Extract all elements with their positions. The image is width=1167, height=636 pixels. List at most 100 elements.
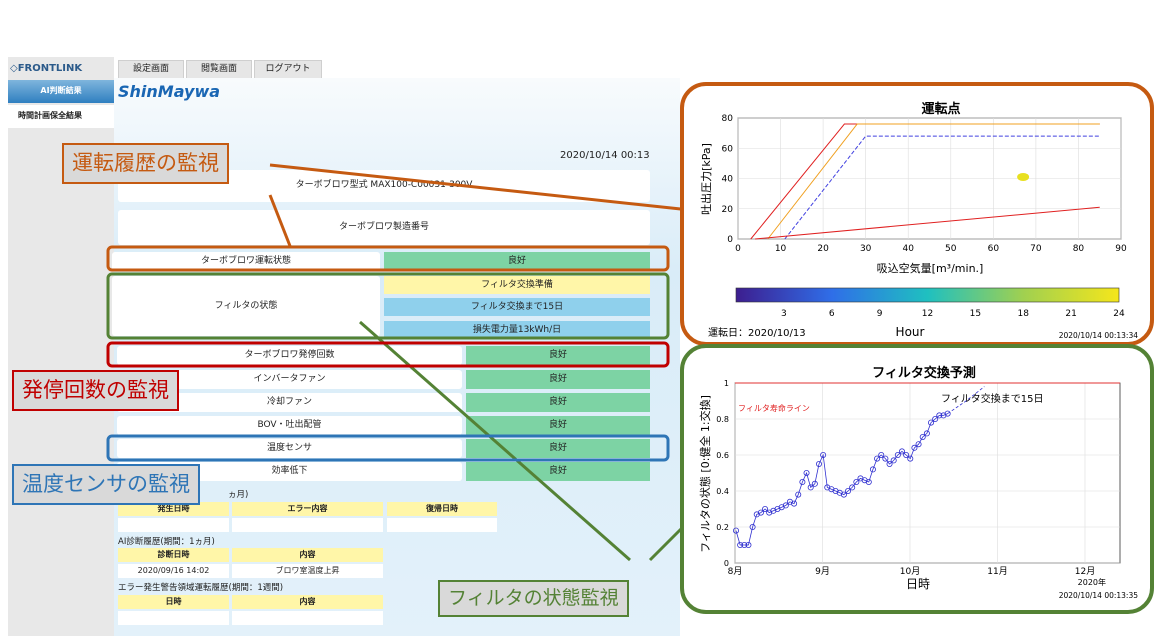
data-point <box>928 419 935 426</box>
x-tick-label: 90 <box>1115 244 1127 254</box>
brand-logo: ShinMaywa <box>118 82 221 101</box>
data-point <box>845 487 852 494</box>
data-point <box>903 452 910 459</box>
data-point <box>795 491 802 498</box>
series-line <box>784 135 1100 240</box>
frontlink-logo: ◇FRONTLINK <box>10 63 110 77</box>
axis-ticks: 8月 9月 10月 11月 12月 0 0.2 0.4 0.6 0.8 1 <box>716 379 1095 577</box>
data-point <box>878 452 885 459</box>
filter-forecast-chart: フィルタ交換予測 8月 9月 10月 11月 12月 0 0.2 0.4 0.6 0.8 1 フィル… <box>698 365 1138 600</box>
tab-view[interactable]: 閲覧画面 <box>186 60 252 78</box>
data-point <box>865 478 872 485</box>
series-line <box>754 206 1100 240</box>
status-badge: 良好 <box>466 462 650 481</box>
data-point <box>782 502 789 509</box>
data-point <box>932 416 939 423</box>
data-point <box>874 455 881 462</box>
data-point <box>915 441 922 448</box>
x-tick-label: 50 <box>945 244 957 254</box>
data-point <box>762 505 769 512</box>
data-point <box>791 500 798 507</box>
y-axis-label: 吐出圧力[kPa] <box>699 143 713 215</box>
data-point <box>815 461 822 468</box>
status-badge: 良好 <box>466 416 650 435</box>
row-label: インバータファン <box>117 370 462 389</box>
data-point <box>911 444 918 451</box>
data-point <box>803 470 810 477</box>
y-tick-label: 60 <box>722 144 734 154</box>
table-cell <box>387 518 497 532</box>
data-point <box>923 430 930 437</box>
timestamp: 2020/10/14 00:13 <box>560 150 650 161</box>
table-cell: 2020/09/16 14:02 <box>118 564 229 578</box>
life-line-label: フィルタ寿命ライン <box>738 403 810 413</box>
chart-timestamp: 2020/10/14 00:13:34 <box>1059 331 1139 340</box>
x-tick-label: 60 <box>988 244 1000 254</box>
x-tick-label: 8月 <box>728 566 743 577</box>
tab-settings[interactable]: 設定画面 <box>118 60 184 78</box>
row-label: 効率低下 <box>117 462 462 481</box>
filter-status-loss: 損失電力量13kWh/日 <box>384 321 650 339</box>
x-tick-label: 10月 <box>900 566 920 577</box>
row-label: ターボブロワ発停回数 <box>117 346 462 365</box>
data-point <box>907 455 914 462</box>
data-point <box>919 434 926 441</box>
filter-status-days: フィルタ交換まで15日 <box>384 298 650 316</box>
y-axis-label: フィルタの状態 [0:健全 1:交換] <box>698 395 712 553</box>
status-badge: 良好 <box>466 439 650 458</box>
logo-icon: ◇ <box>10 63 18 74</box>
data-point <box>886 461 893 468</box>
y-tick-label: 20 <box>722 205 734 215</box>
table-cell <box>232 518 383 532</box>
series-line <box>735 413 948 546</box>
operating-point <box>1017 172 1030 181</box>
series-line <box>767 123 1100 240</box>
col-header: 復帰日時 <box>387 502 497 516</box>
x-tick-label: 40 <box>902 244 914 254</box>
sidebar-item-ai-result[interactable]: AI判断結果 <box>8 80 114 103</box>
y-tick-label: 0.6 <box>716 451 729 460</box>
col-header: エラー内容 <box>232 502 383 516</box>
y-tick-label: 0.8 <box>716 415 729 424</box>
data-point <box>820 452 827 459</box>
x-tick-label: 70 <box>1030 244 1042 254</box>
col-header: 発生日時 <box>118 502 229 516</box>
colorbar-tick: 18 <box>1018 309 1030 319</box>
callout-filter-status: フィルタの状態監視 <box>438 580 629 617</box>
forecast-line <box>947 386 985 414</box>
colorbar-tick: 3 <box>781 309 787 319</box>
status-badge: 良好 <box>466 346 650 365</box>
data-point <box>749 523 756 530</box>
table-cell <box>118 611 229 625</box>
data-point <box>898 448 905 455</box>
col-header: 内容 <box>232 595 383 609</box>
data-point <box>853 478 860 485</box>
row-label: ターボブロワ運転状態 <box>112 252 380 271</box>
axis-ticks: 0 10 20 30 40 50 60 70 80 90 0 20 40 60 80 <box>722 114 1127 254</box>
callout-start-stop: 発停回数の監視 <box>12 370 179 411</box>
col-header: 内容 <box>232 548 383 562</box>
col-header: 日時 <box>118 595 229 609</box>
sidebar-item-maintenance[interactable]: 時間計画保全結果 <box>8 105 114 128</box>
x-tick-label: 80 <box>1073 244 1085 254</box>
year-label: 2020年 <box>1078 577 1106 587</box>
data-point <box>944 410 951 417</box>
tab-logout[interactable]: ログアウト <box>254 60 322 78</box>
x-tick-label: 11月 <box>987 566 1007 577</box>
filter-status-prepare: フィルタ交換準備 <box>384 276 650 294</box>
colorbar <box>735 287 1120 303</box>
plot-area <box>734 382 1121 564</box>
row-label: BOV・吐出配管 <box>117 416 462 435</box>
x-axis-label: 吸込空気量[m³/min.] <box>877 261 984 275</box>
warn-history-title: エラー発生警告領域運転履歴(期間：1週間) <box>118 583 284 593</box>
operating-point-panel: 運転点 0 10 20 30 40 50 60 70 80 90 0 20 40 60 80 吸込空気量[m… <box>680 82 1154 346</box>
data-point <box>882 455 889 462</box>
grid <box>737 117 1122 240</box>
data-point <box>745 541 752 548</box>
colorbar-tick: 9 <box>877 309 883 319</box>
row-label: 温度センサ <box>117 439 462 458</box>
callout-temp-sensor: 温度センサの監視 <box>12 464 200 505</box>
colorbar-tick: 21 <box>1065 309 1076 319</box>
row-label: 冷却ファン <box>117 393 462 412</box>
